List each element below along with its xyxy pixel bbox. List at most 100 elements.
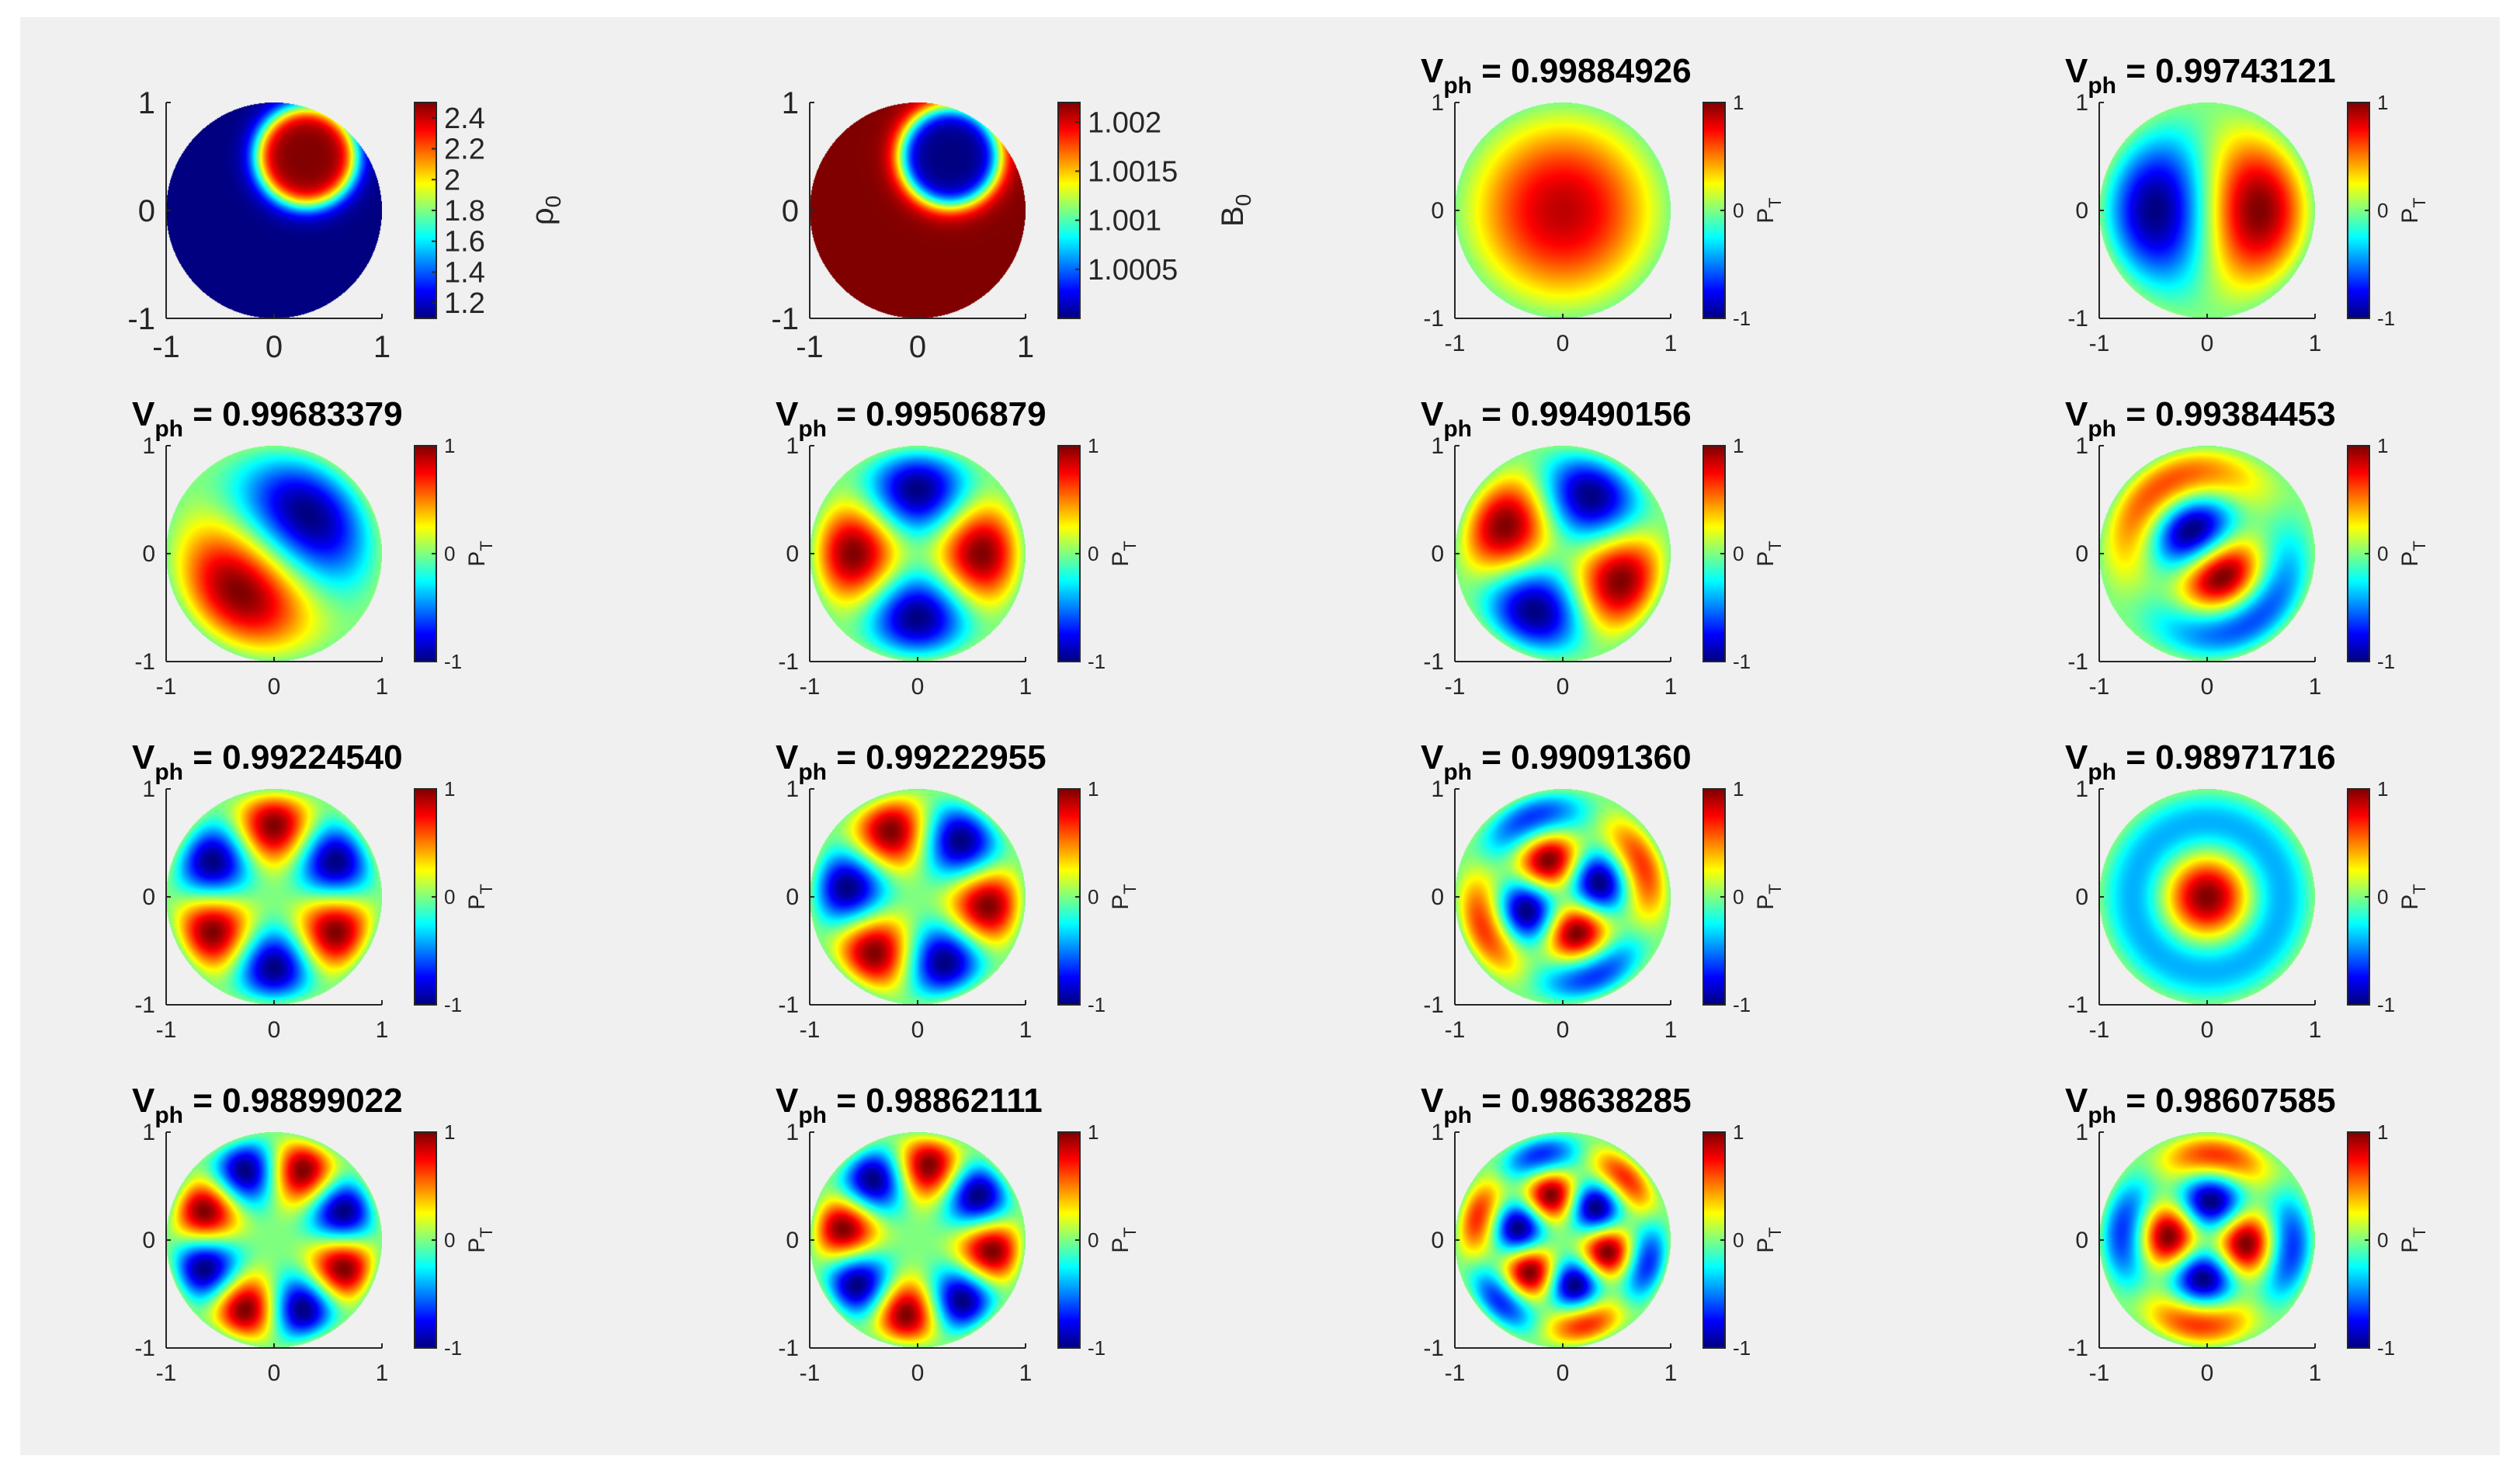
y-tick-label: 0 (142, 1228, 155, 1253)
x-tick-label: -1 (1445, 674, 1466, 700)
disk-heatmap (166, 446, 382, 662)
x-tick-label: 1 (1664, 1017, 1678, 1043)
colorbar-tick-label: 0 (2377, 542, 2388, 565)
colorbar-tick-label: 0 (1088, 885, 1099, 908)
colorbar-tick-label: 1 (1088, 434, 1099, 457)
y-tick-label: 0 (2075, 541, 2088, 567)
x-tick-label: 1 (1017, 330, 1034, 364)
colorbar-tick-label: 1 (1733, 91, 1744, 114)
panel-7: -1 0 1 -1 0 1 1 0 -1 PT Vph = 0.99490156 (1362, 360, 1796, 700)
colorbar-tick-label: 1.4 (444, 256, 485, 289)
y-tick-label: 1 (142, 433, 155, 459)
y-tick-label: 1 (138, 86, 155, 120)
colorbar-tick-label: 0 (2377, 199, 2388, 222)
x-tick-label: -1 (2089, 674, 2110, 700)
colorbar-tick-label: 1.001 (1088, 205, 1161, 238)
colorbar-tick-label: 1 (1733, 777, 1744, 801)
panel-title: Vph = 0.99091360 (1421, 738, 1692, 785)
colorbar-tick-label: 0 (1733, 542, 1744, 565)
x-tick-label: 0 (266, 330, 283, 364)
x-tick-label: 0 (268, 1360, 281, 1386)
panel-12: -1 0 1 -1 0 1 1 0 -1 PT Vph = 0.98971716 (2006, 703, 2441, 1043)
y-tick-label: 1 (1431, 776, 1444, 802)
colorbar-tick-label: 1 (2377, 434, 2388, 457)
y-tick-label: 1 (1431, 433, 1444, 459)
y-tick-label: 0 (786, 884, 799, 910)
panel-13: -1 0 1 -1 0 1 1 0 -1 PT Vph = 0.98899022 (73, 1047, 508, 1386)
y-tick-label: -1 (771, 302, 799, 336)
disk-heatmap (2099, 446, 2315, 662)
panel-title: Vph = 0.98638285 (1421, 1082, 1692, 1128)
y-tick-label: 0 (2075, 884, 2088, 910)
x-tick-label: 1 (376, 1017, 389, 1043)
y-tick-label: -1 (134, 1336, 155, 1361)
panel-title: Vph = 0.98971716 (2065, 738, 2336, 785)
x-tick-label: -1 (1445, 331, 1466, 356)
colorbar (1058, 102, 1080, 318)
panel-8: -1 0 1 -1 0 1 1 0 -1 PT Vph = 0.99384453 (2006, 360, 2441, 700)
axes-overlay: -1 0 1 -1 0 1 1 0 -1 PT Vph = 0.99091360 (1421, 738, 1785, 1043)
disk-heatmap (810, 789, 1026, 1005)
axes-overlay: -1 0 1 -1 0 1 1 0 -1 PT Vph = 0.99884926 (1421, 52, 1785, 356)
x-tick-label: 0 (2201, 674, 2214, 700)
colorbar-tick-label: 0 (1733, 1228, 1744, 1252)
colorbar-tick-label: -1 (1088, 650, 1106, 673)
colorbar-tick-label: 1.2 (444, 287, 485, 320)
disk-heatmap (810, 1132, 1026, 1348)
panel-2: -1 0 1 -1 0 1 1.002 1.0015 1.001 1.0005 B0 (717, 17, 1255, 364)
disk-heatmap (2099, 789, 2315, 1005)
colorbar-tick-label: 1 (1088, 1120, 1099, 1144)
colorbar-label: PT (1753, 884, 1785, 909)
y-tick-label: -1 (778, 649, 799, 675)
x-tick-label: -1 (796, 330, 824, 364)
y-tick-label: 1 (786, 776, 799, 802)
y-tick-label: 1 (782, 86, 799, 120)
x-tick-label: 0 (2201, 331, 2214, 356)
colorbar-tick-label: 1 (2377, 91, 2388, 114)
x-tick-label: 1 (1664, 331, 1678, 356)
panel-title: Vph = 0.99506879 (776, 395, 1047, 442)
x-tick-label: -1 (800, 1360, 821, 1386)
colorbar-tick-label: 2.2 (444, 134, 485, 166)
colorbar-tick-label: 1 (2377, 1120, 2388, 1144)
colorbar-tick-label: 1.8 (444, 195, 485, 228)
axes-overlay: -1 0 1 -1 0 1 1 0 -1 PT Vph = 0.98638285 (1421, 1082, 1785, 1386)
colorbar-label: PT (1753, 540, 1785, 566)
axes-overlay: -1 0 1 -1 0 1 1 0 -1 PT Vph = 0.98862111 (776, 1082, 1140, 1386)
x-tick-label: -1 (1445, 1360, 1466, 1386)
y-tick-label: -1 (1423, 992, 1444, 1018)
colorbar-tick-label: 0 (444, 1228, 455, 1252)
x-tick-label: 0 (268, 1017, 281, 1043)
disk-heatmap (1455, 789, 1671, 1005)
axes-overlay: -1 0 1 -1 0 1 1 0 -1 PT Vph = 0.99222955 (776, 738, 1140, 1043)
y-tick-label: -1 (778, 1336, 799, 1361)
colorbar-tick-label: 1.0015 (1088, 155, 1178, 188)
colorbar-tick-label: 1 (444, 434, 455, 457)
x-tick-label: -1 (800, 1017, 821, 1043)
x-tick-label: 1 (376, 1360, 389, 1386)
colorbar-tick-label: -1 (1733, 307, 1751, 330)
colorbar-frame (1057, 102, 1081, 319)
x-tick-label: 1 (373, 330, 390, 364)
y-tick-label: 1 (1431, 90, 1444, 116)
y-tick-label: 0 (142, 884, 155, 910)
panel-9: -1 0 1 -1 0 1 1 0 -1 PT Vph = 0.99224540 (73, 703, 508, 1043)
panel-title: Vph = 0.98862111 (776, 1082, 1043, 1128)
axes-overlay: -1 0 1 -1 0 1 1 0 -1 PT Vph = 0.99506879 (776, 395, 1140, 700)
disk-heatmap (2099, 102, 2315, 318)
colorbar-tick-label: 0 (444, 542, 455, 565)
colorbar-tick-label: -1 (1733, 993, 1751, 1016)
y-tick-label: 0 (786, 1228, 799, 1253)
y-tick-label: -1 (127, 302, 155, 336)
axes-overlay: -1 0 1 -1 0 1 1 0 -1 PT Vph = 0.98899022 (132, 1082, 496, 1386)
colorbar-tick-label: 0 (1733, 885, 1744, 908)
disk-heatmap (166, 102, 382, 318)
y-tick-label: 0 (782, 194, 799, 228)
axes-overlay: -1 0 1 -1 0 1 1 0 -1 PT Vph = 0.99743121 (2065, 52, 2429, 356)
x-tick-label: 0 (911, 1017, 925, 1043)
colorbar-tick-label: 1.002 (1088, 106, 1161, 139)
x-tick-label: 0 (911, 674, 925, 700)
y-tick-label: 1 (142, 776, 155, 802)
y-tick-label: 0 (138, 194, 155, 228)
panel-title: Vph = 0.99490156 (1421, 395, 1692, 442)
